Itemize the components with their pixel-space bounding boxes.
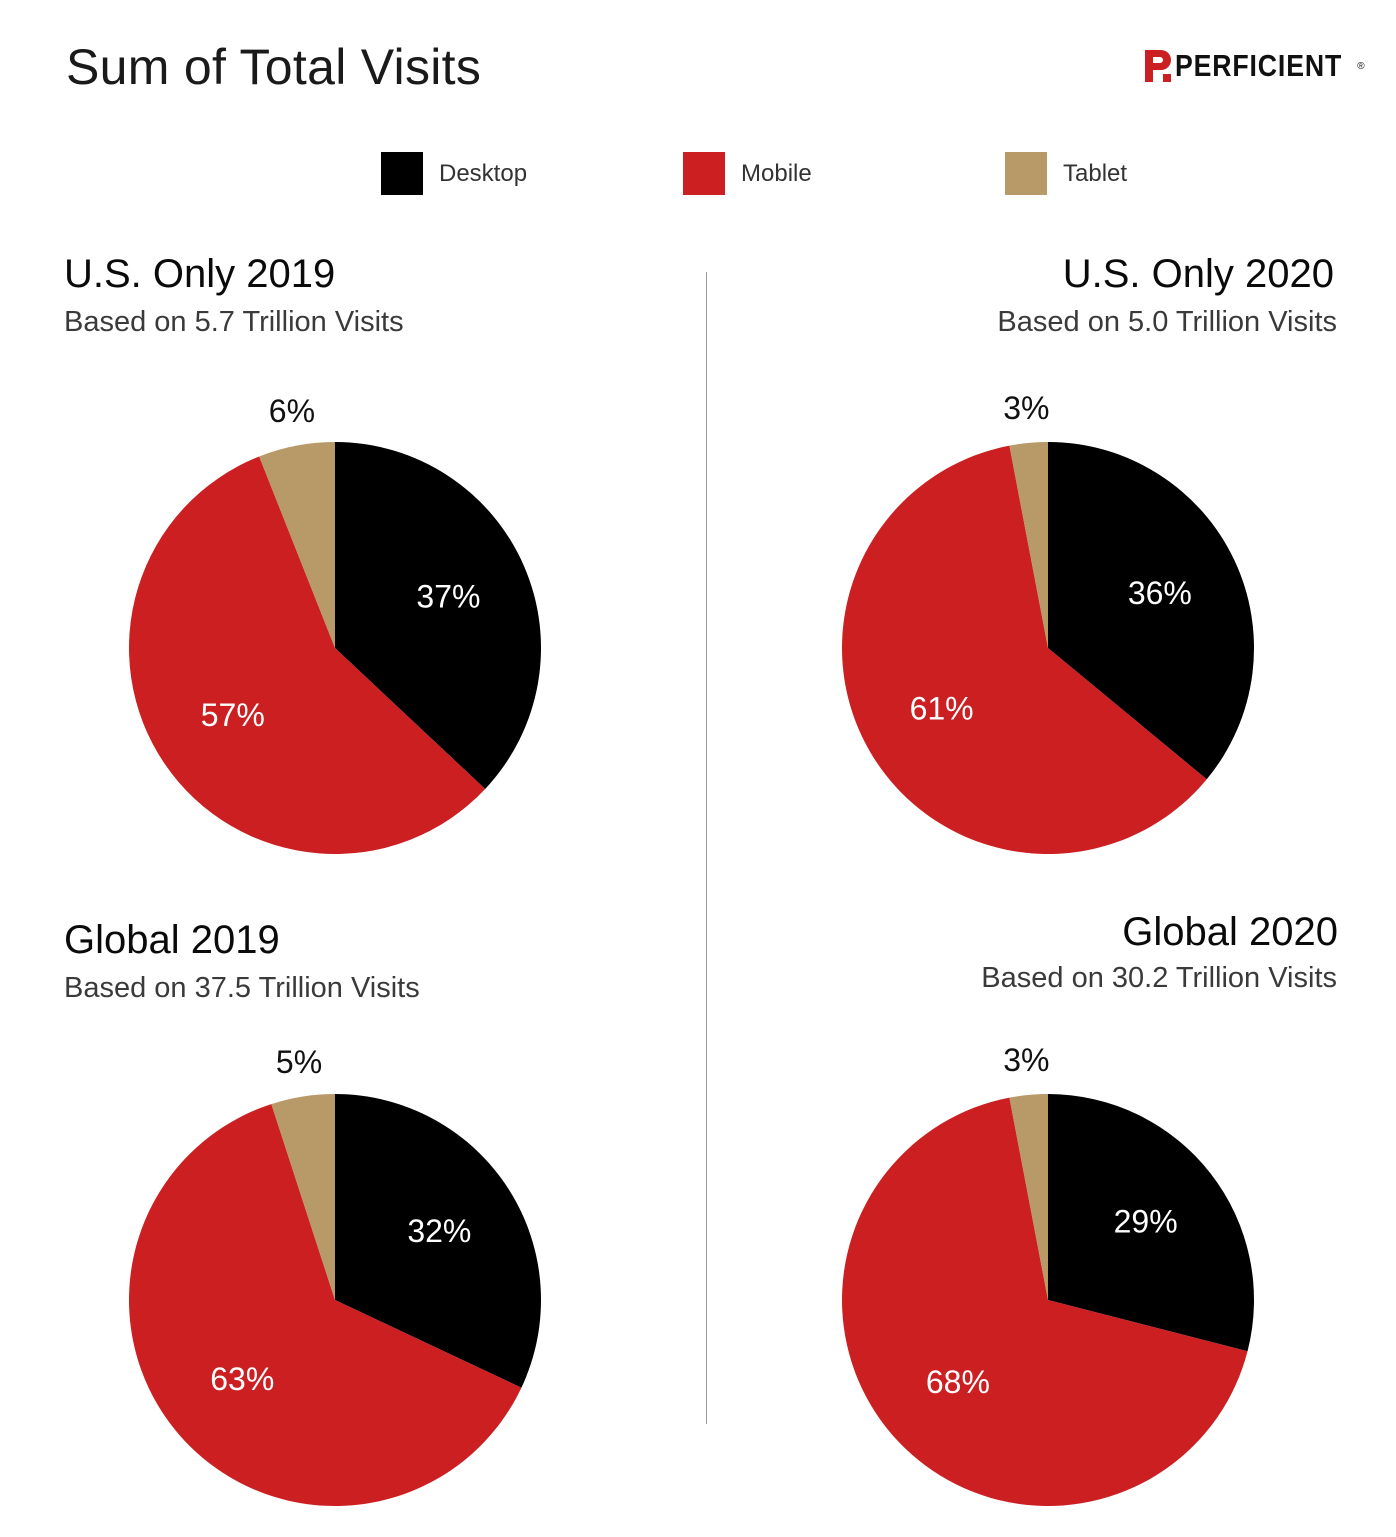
pie-slice-desktop-us-2019 xyxy=(335,442,541,790)
pie-slice-desktop-us-2020 xyxy=(1048,442,1255,780)
chart-title-us-2020: U.S. Only 2020 xyxy=(1062,252,1334,296)
pie-slice-mobile-global-2019 xyxy=(128,1104,522,1507)
pie-label-desktop-us-2019: 37% xyxy=(416,578,480,614)
legend-item-mobile: Mobile xyxy=(683,152,812,195)
legend-label-mobile: Mobile xyxy=(741,159,812,187)
pie-global-2019: 32% 63% 5% xyxy=(128,1044,542,1507)
pie-label-desktop-us-2020: 36% xyxy=(1128,575,1192,611)
chart-subtitle-us-2020: Based on 5.0 Trillion Visits xyxy=(997,306,1337,338)
chart-subtitle-global-2020: Based on 30.2 Trillion Visits xyxy=(981,962,1337,994)
pie-slice-desktop-global-2020 xyxy=(1048,1094,1254,1352)
pie-label-tablet-us-2020: 3% xyxy=(1003,390,1049,426)
pie-label-tablet-us-2019: 6% xyxy=(269,393,315,429)
legend-swatch-mobile xyxy=(683,152,725,195)
pie-label-desktop-global-2019: 32% xyxy=(407,1213,471,1249)
pie-slice-mobile-global-2020 xyxy=(842,1097,1248,1507)
pie-slice-desktop-global-2019 xyxy=(335,1094,542,1388)
pie-label-desktop-global-2020: 29% xyxy=(1114,1204,1178,1240)
pie-global-2020: 29% 68% 3% xyxy=(842,1042,1254,1507)
chart-subtitle-global-2019: Based on 37.5 Trillion Visits xyxy=(64,972,420,1004)
legend-swatch-desktop xyxy=(381,152,423,195)
vertical-divider xyxy=(706,272,707,1424)
pie-slice-mobile-us-2019 xyxy=(128,456,486,854)
perficient-logo: PERFICIENT ® xyxy=(1143,48,1365,84)
pie-label-mobile-us-2019: 57% xyxy=(201,697,265,733)
legend-label-tablet: Tablet xyxy=(1063,159,1128,187)
pie-slice-tablet-global-2019 xyxy=(271,1094,335,1300)
legend-swatch-tablet xyxy=(1005,152,1047,195)
chart-title-global-2019: Global 2019 xyxy=(64,918,280,962)
legend: Desktop Mobile Tablet xyxy=(0,152,1396,202)
chart-title-us-2019: U.S. Only 2019 xyxy=(64,252,336,296)
chart-subtitle-us-2019: Based on 5.7 Trillion Visits xyxy=(64,306,404,338)
pie-slice-tablet-global-2020 xyxy=(1009,1094,1048,1300)
pie-slice-tablet-us-2019 xyxy=(259,442,335,648)
pie-slice-mobile-us-2020 xyxy=(841,445,1207,854)
pie-label-mobile-global-2019: 63% xyxy=(210,1361,274,1397)
pie-label-tablet-global-2020: 3% xyxy=(1003,1042,1049,1078)
logo-mark-icon xyxy=(1143,48,1173,84)
logo-trademark: ® xyxy=(1357,60,1365,72)
page-title: Sum of Total Visits xyxy=(66,39,482,95)
pie-slice-tablet-us-2020 xyxy=(1009,442,1048,648)
legend-item-tablet: Tablet xyxy=(1005,152,1127,195)
pie-label-tablet-global-2019: 5% xyxy=(276,1044,322,1080)
pie-us-2020: 36% 61% 3% xyxy=(841,390,1255,854)
legend-item-desktop: Desktop xyxy=(381,152,527,195)
chart-title-global-2020: Global 2020 xyxy=(1122,910,1338,954)
pie-us-2019: 37% 57% 6% xyxy=(128,393,541,854)
pie-label-mobile-us-2020: 61% xyxy=(910,690,974,726)
pie-label-mobile-global-2020: 68% xyxy=(926,1364,990,1400)
logo-text: PERFICIENT xyxy=(1175,48,1343,83)
legend-label-desktop: Desktop xyxy=(439,159,528,187)
